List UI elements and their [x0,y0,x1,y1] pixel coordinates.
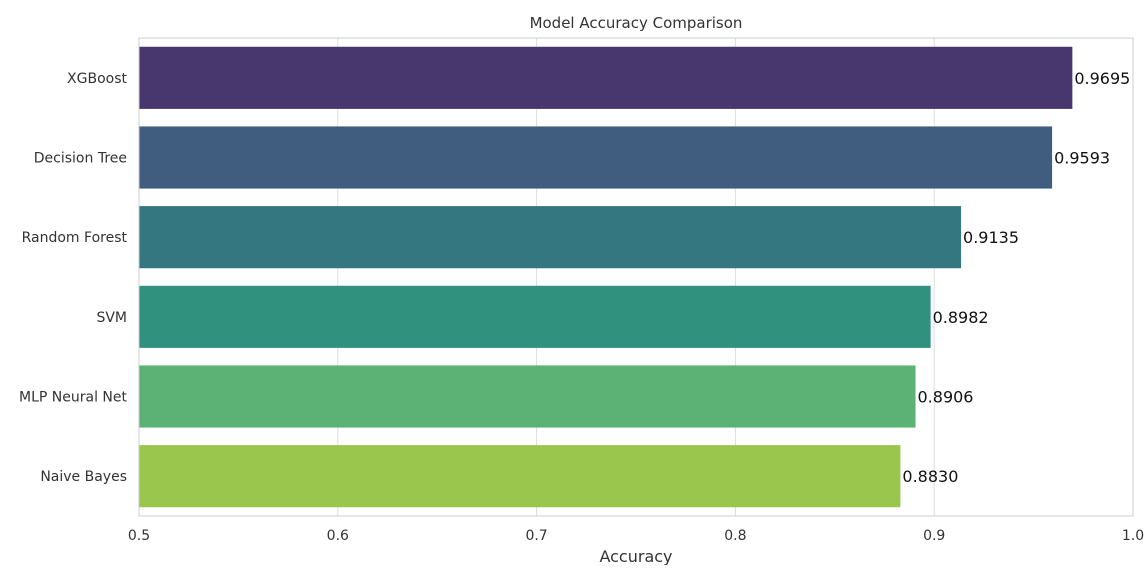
y-tick-label: Naive Bayes [40,469,127,485]
bars [139,46,1073,508]
x-tick-label: 0.9 [923,528,945,544]
x-axis-tick-labels: 0.5 0.6 0.7 0.8 0.9 1.0 [128,528,1144,544]
bar-mlp-neural-net [139,365,916,428]
bar-value-label: 0.9593 [1054,149,1110,168]
y-tick-label: MLP Neural Net [19,390,127,406]
bar-decision-tree [139,126,1053,189]
plot-frame [138,37,1134,517]
value-labels: 0.9695 0.9593 0.9135 0.8982 0.8906 0.8830 [902,69,1130,486]
grid-lines [138,38,1134,516]
y-tick-label: XGBoost [67,71,127,87]
y-tick-label: Random Forest [22,230,128,246]
bar-value-label: 0.9695 [1074,69,1130,88]
bar-random-forest [139,206,962,269]
bar-xgboost [139,46,1073,109]
x-tick-label: 0.7 [525,528,547,544]
y-axis-labels: XGBoost Decision Tree Random Forest SVM MLP … [19,71,127,485]
bar-value-label: 0.8906 [918,388,974,407]
x-tick-label: 0.6 [327,528,349,544]
bar-value-label: 0.8830 [902,467,958,486]
x-axis-label: Accuracy [599,547,672,565]
chart-title: Model Accuracy Comparison [530,14,743,32]
y-tick-label: Decision Tree [34,151,127,167]
bar-value-label: 0.8982 [933,308,989,327]
y-tick-label: SVM [96,310,127,326]
x-tick-label: 0.5 [128,528,150,544]
x-tick-label: 0.8 [724,528,746,544]
x-tick-label: 1.0 [1122,528,1144,544]
bar-svm [139,285,931,348]
bar-naive-bayes [139,445,901,508]
bar-value-label: 0.9135 [963,228,1019,247]
